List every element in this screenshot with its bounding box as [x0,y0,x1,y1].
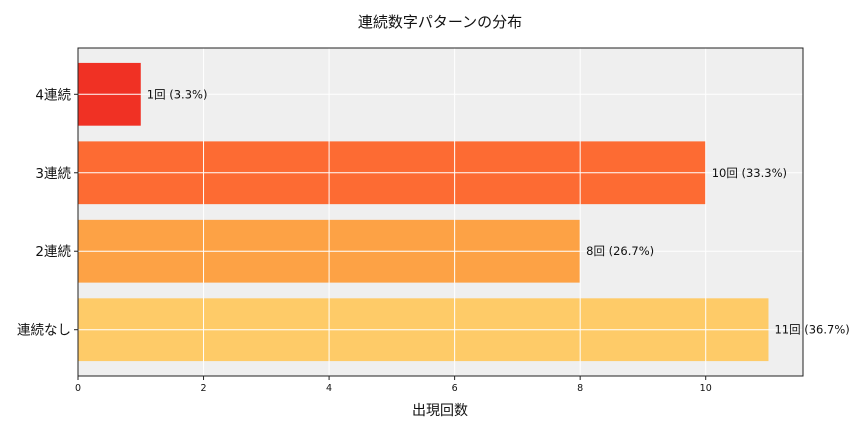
x-tick-label: 10 [700,383,712,394]
x-tick-label: 6 [452,383,458,394]
y-axis: 連続なし 2連続 3連続 4連続 [17,87,78,339]
bar-value-labels: 11回 (36.7%) 8回 (26.7%) 10回 (33.3%) 1回 (3.3%… [147,87,850,336]
axes-frame [77,47,804,377]
bar-value-label: 10回 (33.3%) [712,166,787,180]
bar-value-label: 11回 (36.7%) [774,323,849,337]
bar-value-label: 1回 (3.3%) [147,87,208,101]
y-tick-label: 連続なし [17,323,71,339]
x-tick-label: 4 [326,383,332,394]
x-tick-label: 2 [201,383,207,394]
y-tick-label: 3連続 [35,166,71,182]
x-tick-label: 0 [75,383,81,394]
y-tick-label: 4連続 [35,87,71,103]
bar-value-label: 8回 (26.7%) [586,244,654,258]
chart-title: 連続数字パターンの分布 [358,13,522,31]
x-axis-label: 出現回数 [412,403,468,419]
y-tick-label: 2連続 [35,244,71,260]
gridlines [77,48,803,376]
x-axis: 0 2 4 6 8 10 [75,376,712,394]
x-tick-label: 8 [577,383,583,394]
